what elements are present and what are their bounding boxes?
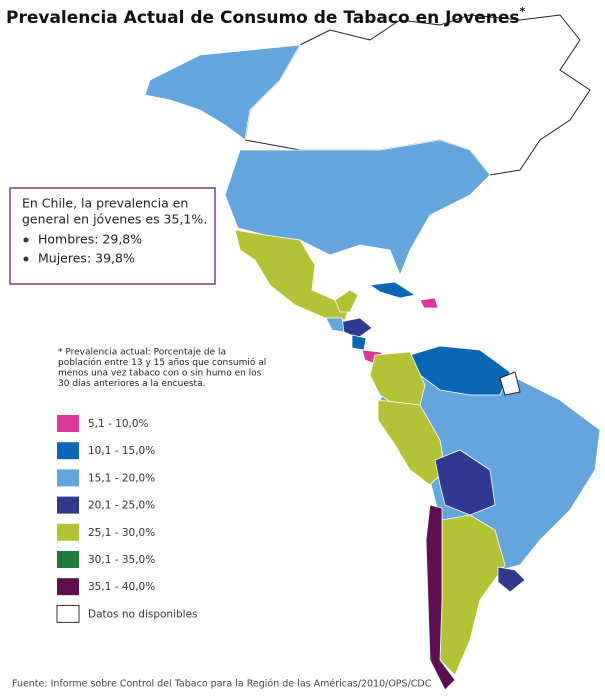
region bbox=[377, 399, 446, 486]
note-line: 30 días anteriores a la encuesta. bbox=[58, 379, 205, 389]
info-bullet: Mujeres: 39,8% bbox=[38, 251, 135, 266]
region bbox=[224, 139, 491, 277]
source: Fuente: Informe sobre Control del Tabaco… bbox=[12, 679, 432, 690]
region bbox=[244, 14, 591, 176]
legend-swatch bbox=[57, 551, 79, 568]
legend-swatch bbox=[57, 578, 79, 596]
legend-swatch bbox=[57, 469, 79, 487]
region bbox=[439, 514, 506, 676]
legend-label: 15,1 - 20,0% bbox=[88, 472, 155, 484]
region bbox=[144, 44, 301, 141]
info-line: En Chile, la prevalencia en bbox=[22, 196, 188, 211]
legend-label: 30,1 - 35,0% bbox=[88, 554, 155, 566]
note: * Prevalencia actual: Porcentaje de lapo… bbox=[58, 348, 266, 390]
info-box bbox=[9, 187, 216, 285]
region bbox=[409, 345, 511, 396]
legend-swatch bbox=[56, 604, 80, 623]
legend-label: 20,1 - 25,0% bbox=[88, 500, 155, 512]
bullet bbox=[23, 237, 29, 243]
legend-label: Datos no disponibles bbox=[88, 608, 198, 620]
region bbox=[425, 504, 456, 691]
info-bullet: Hombres: 29,8% bbox=[38, 232, 142, 247]
region bbox=[499, 371, 521, 396]
region bbox=[434, 449, 496, 516]
info-line: general en jóvenes es 35,1%. bbox=[22, 212, 207, 227]
legend: 5,1 - 10,0% 10,1 - 15,0% 15,1 - 20,0% 20,1 … bbox=[56, 415, 198, 623]
legend-swatch bbox=[57, 442, 79, 460]
note-line: población entre 13 y 15 años que consumi… bbox=[58, 357, 266, 368]
note-line: * Prevalencia actual: Porcentaje de la bbox=[58, 348, 226, 358]
title: Prevalencia Actual de Consumo de Tabaco … bbox=[6, 5, 526, 28]
legend-label: 35,1 - 40,0% bbox=[88, 581, 155, 593]
region bbox=[368, 281, 417, 299]
region bbox=[334, 289, 359, 313]
map bbox=[144, 14, 601, 691]
bullet bbox=[23, 256, 29, 262]
region bbox=[351, 334, 367, 351]
title-text: Prevalencia Actual de Consumo de Tabaco … bbox=[6, 8, 520, 28]
legend-swatch bbox=[57, 523, 79, 541]
legend-swatch bbox=[57, 496, 79, 514]
region bbox=[325, 317, 345, 333]
region bbox=[339, 317, 373, 339]
legend-label: 5,1 - 10,0% bbox=[88, 418, 149, 430]
note-line: menos una vez tabaco con o sin humo en l… bbox=[58, 369, 262, 379]
legend-label: 25,1 - 30,0% bbox=[88, 527, 155, 539]
title-mark: * bbox=[520, 5, 526, 18]
legend-swatch bbox=[57, 415, 79, 432]
region bbox=[419, 297, 439, 309]
region bbox=[497, 566, 526, 593]
legend-label: 10,1 - 15,0% bbox=[88, 445, 155, 457]
